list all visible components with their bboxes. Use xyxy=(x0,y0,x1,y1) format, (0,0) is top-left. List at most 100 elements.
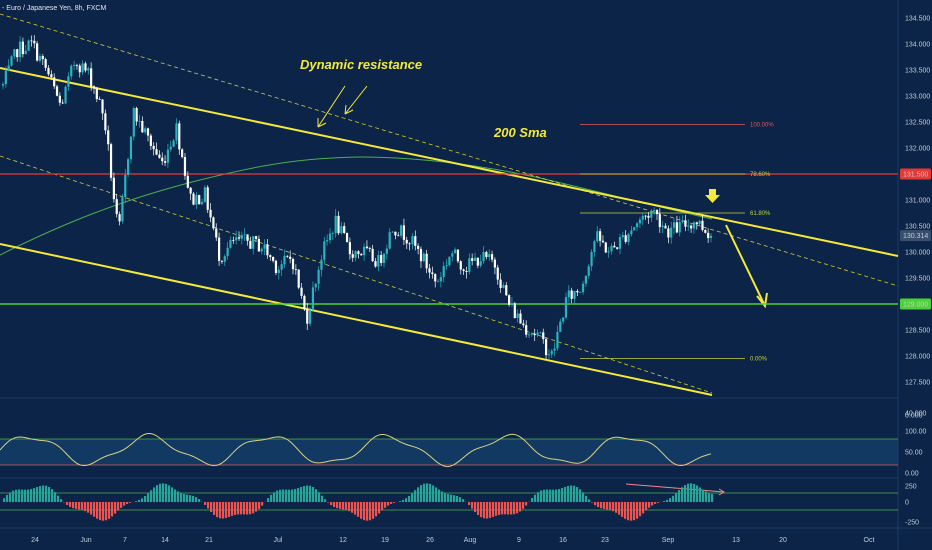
histogram-bar xyxy=(657,502,660,503)
histogram-bar xyxy=(408,495,411,502)
candle-body xyxy=(189,187,192,194)
candle-body xyxy=(689,225,693,229)
candle-body xyxy=(471,258,474,261)
histogram-bar xyxy=(249,502,252,515)
histogram-bar xyxy=(174,489,177,502)
price-axis-tick: 131.000 xyxy=(905,198,930,205)
candle-body xyxy=(374,261,377,267)
candle-body xyxy=(144,128,147,133)
candle-body xyxy=(473,257,477,261)
histogram-bar xyxy=(369,502,372,521)
histogram-bar xyxy=(186,494,189,502)
candle-body xyxy=(525,325,528,335)
candle-body xyxy=(158,154,161,158)
histogram-bar xyxy=(447,493,450,502)
price-axis-tick: 133.000 xyxy=(905,94,930,101)
histogram-bar xyxy=(312,487,315,502)
hist-divergence-line xyxy=(625,483,725,493)
histogram-bar xyxy=(303,485,306,502)
candle-body xyxy=(610,245,613,252)
candle-body xyxy=(198,195,201,205)
candle-body xyxy=(109,144,113,178)
histogram-bar xyxy=(51,489,54,502)
candle-body xyxy=(601,240,605,243)
candle-body xyxy=(129,136,133,160)
histogram-bar xyxy=(33,488,36,502)
histogram-bar xyxy=(486,502,489,519)
histogram-bar xyxy=(492,502,495,517)
histogram-bar xyxy=(177,491,180,502)
candle-body xyxy=(317,269,320,284)
projection-arrow-head xyxy=(756,292,768,309)
candle-body xyxy=(516,313,519,319)
candle-body xyxy=(505,285,508,296)
histogram-bar xyxy=(624,502,627,519)
candle-body xyxy=(536,332,539,336)
histogram-bar xyxy=(228,502,231,517)
oscillator-layer xyxy=(0,432,712,468)
candle-body xyxy=(186,175,189,188)
candles-layer xyxy=(1,35,713,360)
histogram-bar xyxy=(426,483,429,502)
candle-body xyxy=(499,279,502,288)
histogram-bar xyxy=(54,492,57,502)
histogram-bar xyxy=(477,502,480,516)
histogram-bar xyxy=(570,485,573,502)
candle-body xyxy=(289,256,292,259)
candle-body xyxy=(132,108,135,137)
candle-body xyxy=(397,235,400,237)
histogram-layer xyxy=(3,483,714,521)
candle-body xyxy=(41,56,44,60)
histogram-bar xyxy=(180,492,183,502)
channel-upper-line xyxy=(0,67,899,257)
candle-body xyxy=(314,283,317,288)
candle-body xyxy=(340,226,343,234)
fib-level-label: 0.00% xyxy=(750,357,768,363)
candle-body xyxy=(348,242,351,255)
candle-body xyxy=(209,209,212,218)
histogram-bar xyxy=(114,502,117,514)
candle-body xyxy=(368,248,371,249)
histogram-bar xyxy=(693,483,696,502)
candle-body xyxy=(16,49,19,58)
candle-body xyxy=(434,274,437,282)
candle-body xyxy=(337,215,340,234)
histogram-bar xyxy=(105,502,108,521)
histogram-bar xyxy=(699,487,702,502)
candle-body xyxy=(542,332,545,340)
candle-body xyxy=(485,252,488,258)
candle-body xyxy=(655,210,659,215)
histogram-bar xyxy=(297,488,300,502)
candle-body xyxy=(104,113,107,131)
histogram-bar xyxy=(438,489,441,502)
candle-body xyxy=(417,245,420,249)
histogram-bar xyxy=(165,483,168,502)
histogram-bar xyxy=(30,489,33,502)
current-price-tag: 130.314 xyxy=(903,233,928,240)
candle-body xyxy=(394,231,397,236)
candle-body xyxy=(118,214,121,222)
price-axis-tick: 129.500 xyxy=(905,276,930,283)
candle-body xyxy=(75,65,79,66)
time-axis-tick: 19 xyxy=(381,537,389,544)
resistance-price-tag: 131.500 xyxy=(903,172,928,179)
time-axis-tick: 24 xyxy=(31,537,39,544)
candle-body xyxy=(493,259,497,268)
time-axis-tick: Jul xyxy=(274,537,283,544)
histogram-bar xyxy=(390,502,393,504)
candle-body xyxy=(482,252,485,262)
histogram-bar xyxy=(672,495,675,502)
histogram-bar xyxy=(429,483,432,502)
candle-body xyxy=(300,287,303,296)
projection-arrow-icon xyxy=(725,224,766,307)
candle-body xyxy=(61,102,64,104)
candle-body xyxy=(166,149,170,163)
candle-body xyxy=(95,88,98,100)
candle-body xyxy=(570,290,573,299)
resistance-price-tag-bg xyxy=(900,168,931,180)
candle-body xyxy=(508,295,511,305)
candle-body xyxy=(556,331,559,349)
candle-body xyxy=(272,256,275,261)
candle-body xyxy=(200,201,204,205)
